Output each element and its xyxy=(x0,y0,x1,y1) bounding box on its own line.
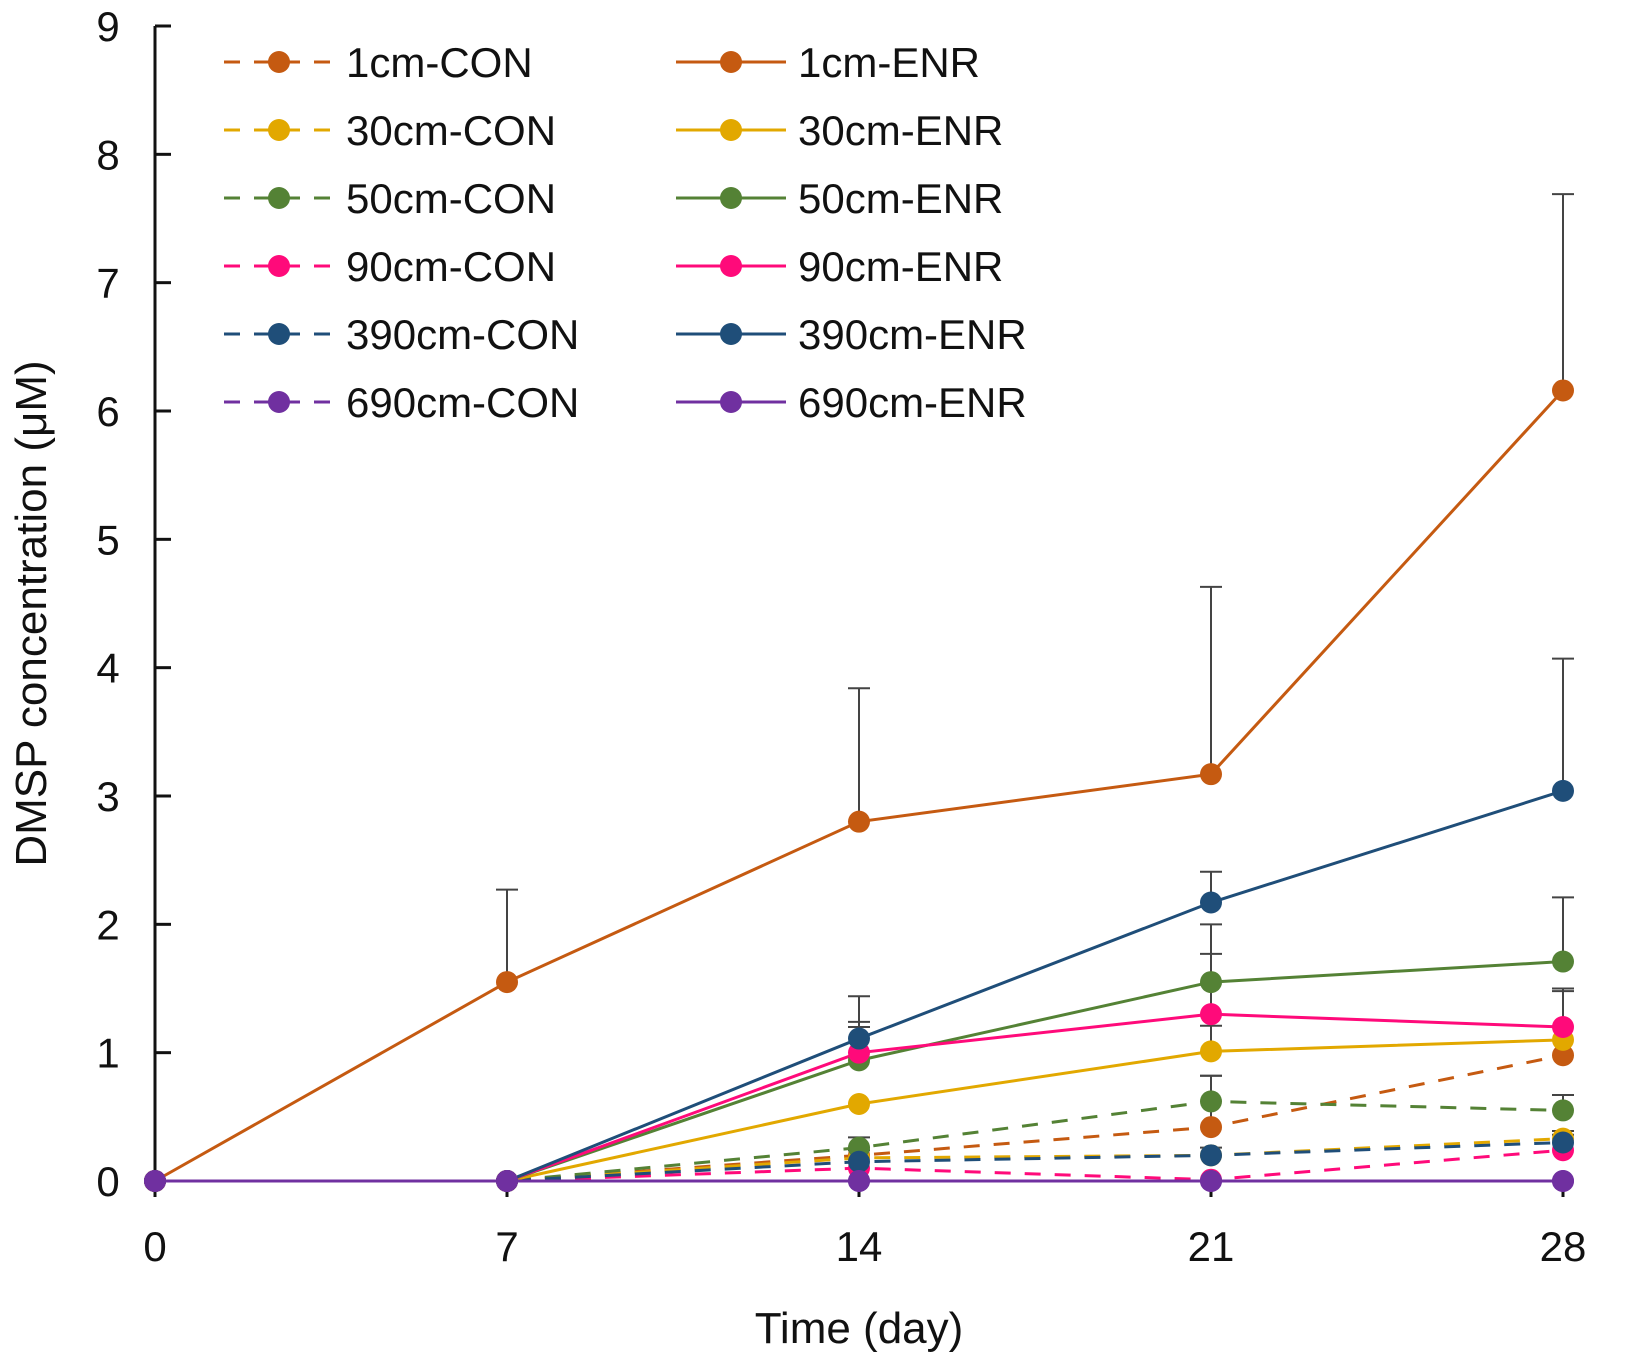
data-point-390cm-con xyxy=(1552,1131,1574,1154)
y-ticks: 0 1 2 3 4 5 6 7 8 9 xyxy=(96,3,171,1205)
data-point-50cm-con xyxy=(1200,1090,1222,1113)
legend-swatch-marker xyxy=(720,119,742,141)
legend-item-690cm-con: 690cm-CON xyxy=(224,379,579,426)
legend-label: 50cm-ENR xyxy=(798,175,1003,222)
data-point-50cm-con xyxy=(1552,1099,1574,1122)
legend-label: 390cm-CON xyxy=(346,311,579,358)
legend-swatch-marker xyxy=(720,391,742,413)
legend-swatch-marker xyxy=(720,255,742,277)
data-point-30cm-enr xyxy=(848,1093,870,1115)
legend-item-1cm-enr: 1cm-ENR xyxy=(676,39,980,86)
y-tick-label: 3 xyxy=(96,773,119,820)
legend-label: 90cm-CON xyxy=(346,243,556,290)
y-tick-label: 5 xyxy=(96,516,119,563)
legend-swatch-marker xyxy=(268,255,290,277)
data-point-390cm-con xyxy=(1200,1144,1222,1167)
x-tick-label: 0 xyxy=(143,1223,166,1270)
error-bars xyxy=(496,193,1574,1162)
legend-item-90cm-enr: 90cm-ENR xyxy=(676,243,1003,290)
y-tick-label: 2 xyxy=(96,901,119,948)
legend-label: 690cm-CON xyxy=(346,379,579,426)
data-point-1cm-enr xyxy=(1552,379,1574,402)
data-point-690cm-enr xyxy=(1200,1170,1222,1192)
legend-swatch-marker xyxy=(720,51,742,73)
y-tick-label: 0 xyxy=(96,1158,119,1205)
data-point-690cm-enr xyxy=(848,1170,870,1192)
legend-swatch-marker xyxy=(268,119,290,141)
data-point-30cm-enr xyxy=(1200,1040,1222,1063)
y-tick-label: 8 xyxy=(96,131,119,178)
legend-swatch-marker xyxy=(268,323,290,345)
series-markers xyxy=(144,379,1574,1192)
data-point-390cm-enr xyxy=(848,1027,870,1050)
data-point-90cm-enr xyxy=(1200,1003,1222,1026)
data-point-50cm-enr xyxy=(1552,950,1574,973)
data-point-1cm-enr xyxy=(1200,763,1222,786)
legend-item-390cm-enr: 390cm-ENR xyxy=(676,311,1027,358)
legend-swatch-marker xyxy=(268,187,290,209)
legend-item-30cm-enr: 30cm-ENR xyxy=(676,107,1003,154)
y-tick-label: 6 xyxy=(96,388,119,435)
legend-label: 1cm-CON xyxy=(346,39,533,86)
data-point-690cm-enr xyxy=(496,1170,518,1192)
legend-item-690cm-enr: 690cm-ENR xyxy=(676,379,1027,426)
legend-swatch-marker xyxy=(268,391,290,413)
y-tick-label: 1 xyxy=(96,1030,119,1077)
legend-label: 50cm-CON xyxy=(346,175,556,222)
data-point-1cm-enr xyxy=(496,971,518,994)
data-point-390cm-enr xyxy=(1200,891,1222,914)
legend-label: 390cm-ENR xyxy=(798,311,1027,358)
data-point-50cm-enr xyxy=(1200,971,1222,994)
legend-label: 90cm-ENR xyxy=(798,243,1003,290)
x-tick-label: 7 xyxy=(495,1223,518,1270)
y-axis-title: DMSP concentration (μM) xyxy=(7,360,56,866)
y-tick-label: 7 xyxy=(96,260,119,307)
legend-item-390cm-con: 390cm-CON xyxy=(224,311,579,358)
data-point-90cm-enr xyxy=(1552,1016,1574,1038)
x-tick-label: 21 xyxy=(1188,1223,1235,1270)
legend-label: 30cm-ENR xyxy=(798,107,1003,154)
legend-swatch-marker xyxy=(268,51,290,73)
legend-label: 30cm-CON xyxy=(346,107,556,154)
data-point-390cm-con xyxy=(848,1150,870,1173)
data-point-690cm-enr xyxy=(1552,1170,1574,1192)
legend-label: 1cm-ENR xyxy=(798,39,980,86)
data-point-1cm-enr xyxy=(848,810,870,833)
legend-item-1cm-con: 1cm-CON xyxy=(224,39,533,86)
x-axis-title: Time (day) xyxy=(755,1304,964,1353)
y-tick-label: 9 xyxy=(96,3,119,50)
series-line-390cm-enr xyxy=(155,789,1564,1183)
legend-label: 690cm-ENR xyxy=(798,379,1027,426)
data-point-1cm-con xyxy=(1552,1044,1574,1067)
legend: 1cm-CON 30cm-CON 50cm-CON 90cm-CON 390cm-CON… xyxy=(224,39,1027,426)
x-tick-label: 14 xyxy=(836,1223,883,1270)
legend-item-90cm-con: 90cm-CON xyxy=(224,243,556,290)
legend-swatch-marker xyxy=(720,187,742,209)
legend-swatch-marker xyxy=(720,323,742,345)
legend-item-30cm-con: 30cm-CON xyxy=(224,107,556,154)
data-point-1cm-con xyxy=(1200,1116,1222,1139)
legend-item-50cm-con: 50cm-CON xyxy=(224,175,556,222)
x-tick-label: 28 xyxy=(1540,1223,1587,1270)
data-point-390cm-enr xyxy=(1552,779,1574,802)
x-ticks: 0 7 14 21 28 xyxy=(143,1181,1586,1270)
y-tick-label: 4 xyxy=(96,645,119,692)
data-point-690cm-enr xyxy=(144,1170,166,1192)
legend-item-50cm-enr: 50cm-ENR xyxy=(676,175,1003,222)
